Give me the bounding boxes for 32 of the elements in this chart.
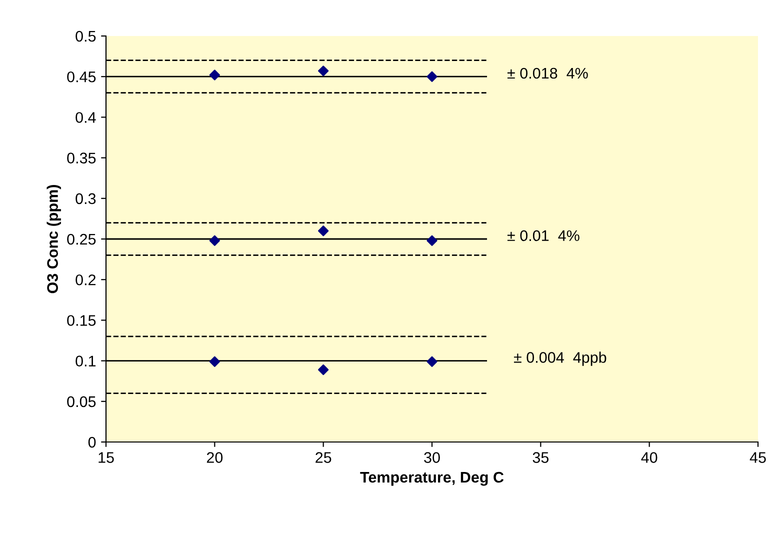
point (318, 364, 329, 376)
x-tick-label: 25 (316, 452, 332, 463)
y-tick-label: 0.05 (67, 396, 96, 408)
x-tick-label: 20 (206, 452, 223, 463)
y-axis-title: O3 Conc (ppm) (46, 185, 61, 294)
point (209, 235, 220, 246)
x-tick-label: 45 (750, 452, 766, 463)
y-tick-label: 0.5 (76, 30, 96, 42)
y-tick-label: 0.45 (67, 71, 96, 82)
point (318, 226, 329, 236)
y-tick-label: 0.35 (67, 152, 96, 164)
point (426, 356, 438, 367)
point (426, 71, 438, 82)
point (426, 235, 438, 246)
point (318, 66, 329, 76)
annotation: ± 0.004 4ppb (514, 352, 606, 366)
point (209, 356, 220, 367)
point (209, 70, 220, 80)
y-tick-label: 0.4 (76, 112, 96, 123)
x-tick-label: 30 (424, 452, 440, 463)
y-tick-label: 0 (88, 436, 96, 448)
annotation: ± 0.018 4% (507, 68, 588, 79)
x-tick-label: 40 (641, 452, 658, 463)
annotation: ± 0.01 4% (507, 230, 580, 242)
y-tick-label: 0.1 (76, 356, 96, 366)
y-tick-label: 0.15 (67, 315, 96, 326)
y-tick-label: 0.25 (67, 234, 96, 245)
x-tick-label: 15 (98, 452, 114, 463)
x-tick-label: 35 (532, 452, 549, 463)
y-tick-label: 0.3 (76, 193, 96, 204)
x-axis-title: Temperature, Deg C (360, 472, 504, 486)
y-tick-label: 0.2 (76, 274, 96, 286)
